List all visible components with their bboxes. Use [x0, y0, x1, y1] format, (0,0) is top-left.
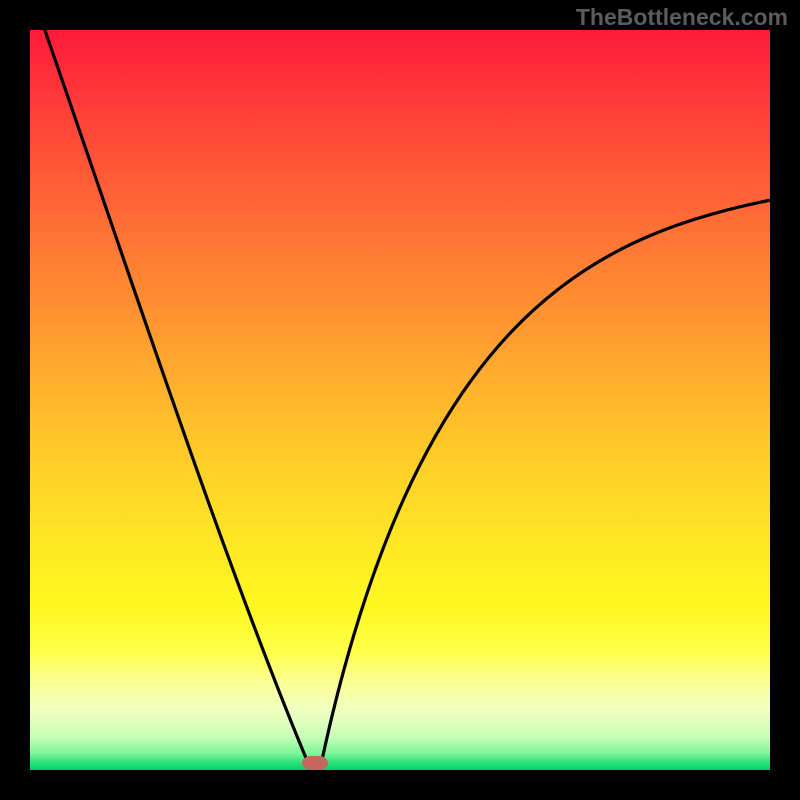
- optimal-point-marker: [302, 756, 328, 770]
- watermark-text: TheBottleneck.com: [576, 4, 788, 31]
- chart-container: TheBottleneck.com: [0, 0, 800, 800]
- bottleneck-curve: [30, 30, 770, 770]
- plot-area: [30, 30, 770, 770]
